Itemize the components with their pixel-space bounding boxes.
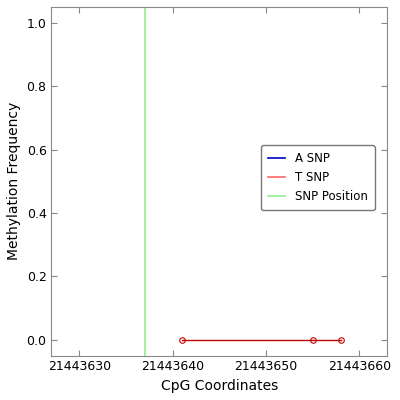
Legend: A SNP, T SNP, SNP Position: A SNP, T SNP, SNP Position [260,145,375,210]
Y-axis label: Methylation Frequency: Methylation Frequency [7,102,21,260]
X-axis label: CpG Coordinates: CpG Coordinates [161,379,278,393]
